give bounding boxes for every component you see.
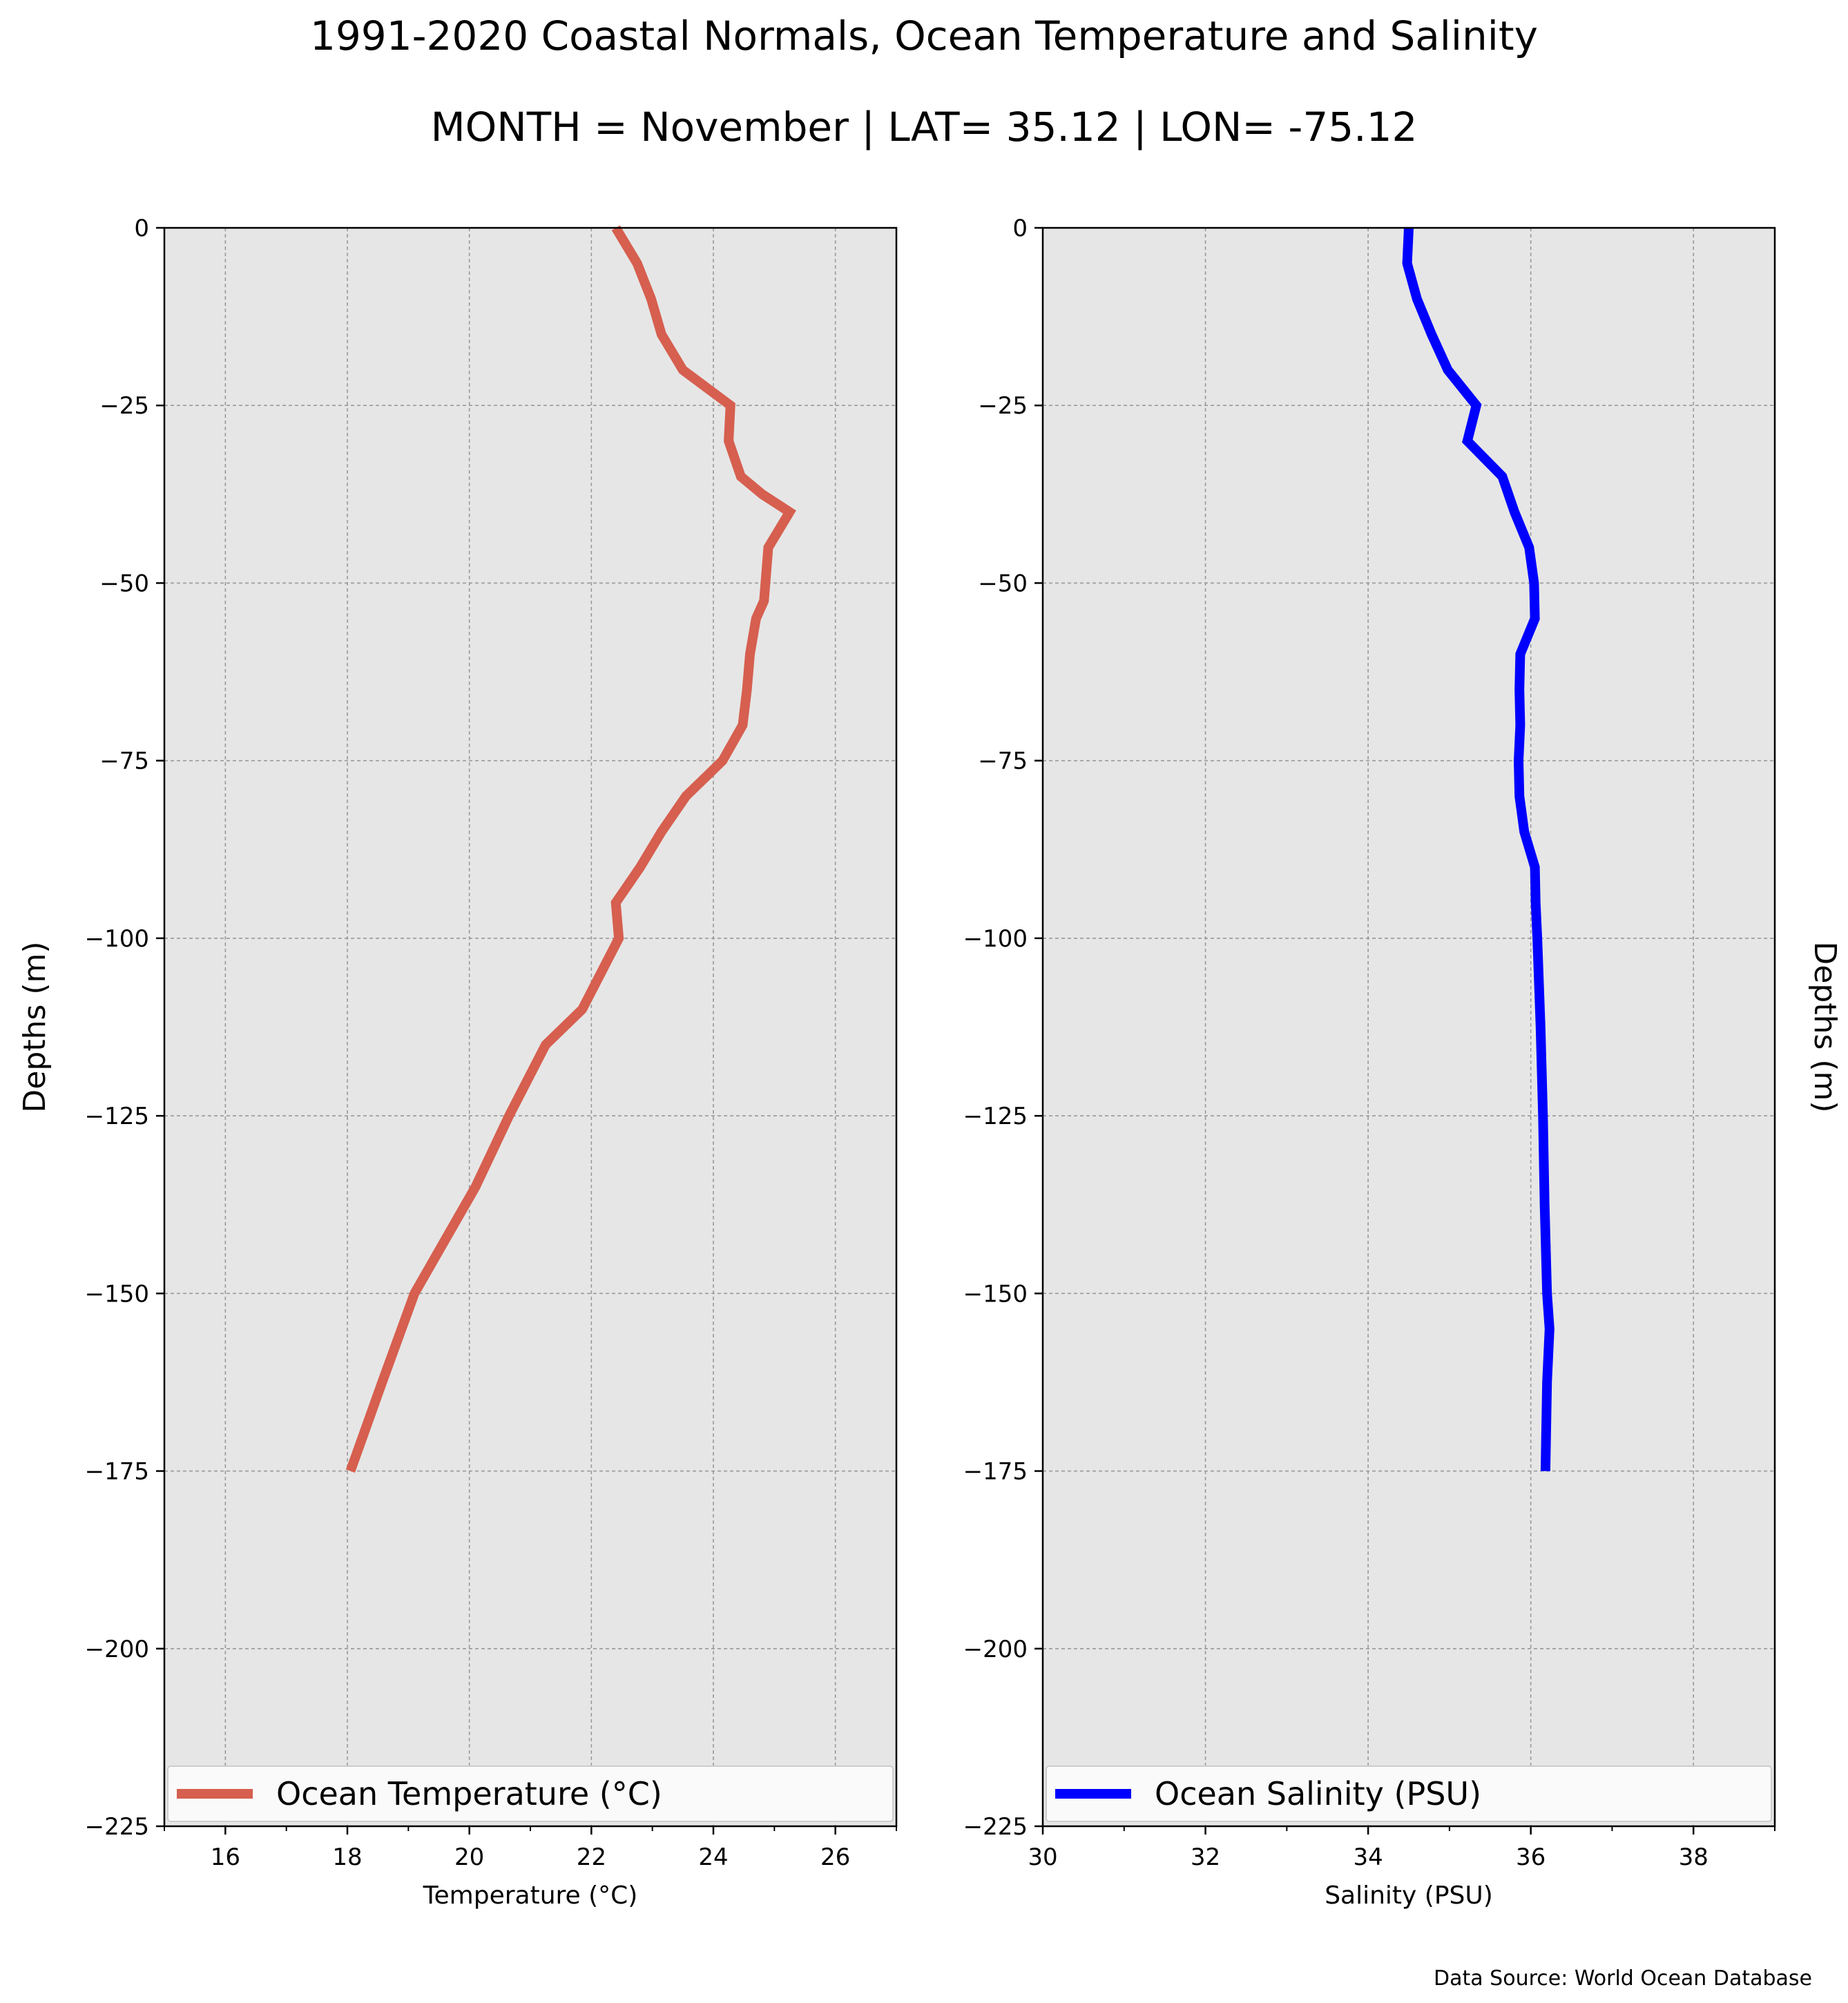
salinity-y-tick-label: −100 [963, 925, 1028, 953]
temperature-x-tick-label: 20 [454, 1844, 484, 1871]
chart-title: 1991-2020 Coastal Normals, Ocean Tempera… [310, 12, 1538, 59]
data-source-credit: Data Source: World Ocean Database [1434, 1966, 1812, 1991]
salinity-y-tick-label: −175 [963, 1458, 1028, 1486]
salinity-panel: Ocean Salinity (PSU) 0 −25 −50 −75 −100 −125 −1… [963, 215, 1842, 1910]
temperature-y-tick-label: −125 [85, 1103, 149, 1130]
temperature-y-axis-label: Depths (m) [17, 941, 52, 1112]
temperature-y-tick-label: −200 [85, 1636, 149, 1663]
salinity-y-tick-label: −125 [963, 1103, 1028, 1130]
salinity-y-tick-label: −75 [978, 748, 1028, 775]
temperature-x-tick-label: 26 [820, 1844, 850, 1871]
salinity-series-line [1402, 227, 1555, 1471]
temperature-y-tick-label: −150 [85, 1280, 149, 1308]
temperature-x-tick-label: 22 [577, 1844, 606, 1871]
salinity-x-tick-label: 34 [1353, 1844, 1383, 1871]
salinity-plot-background [1043, 228, 1775, 1826]
temperature-x-axis-label: Temperature (°C) [423, 1881, 638, 1910]
salinity-y-tick-label: −25 [978, 392, 1028, 420]
temperature-x-tick-label: 16 [211, 1844, 240, 1871]
temperature-y-tick-label: −175 [85, 1458, 149, 1486]
temperature-x-tick-label: 18 [332, 1844, 362, 1871]
temperature-y-tick-label: −50 [99, 570, 149, 597]
salinity-legend-box [1046, 1765, 1772, 1822]
salinity-axes-frame [1041, 226, 1776, 1828]
salinity-y-tick-label: −200 [963, 1636, 1028, 1663]
temperature-panel: Ocean Temperature (°C) 0 −25 −50 −75 −100 −125… [17, 215, 898, 1910]
salinity-y-tick-label: −150 [963, 1280, 1028, 1308]
temperature-plot-background [164, 228, 896, 1826]
salinity-x-tick-label: 36 [1516, 1844, 1546, 1871]
temperature-y-tick-label: −25 [99, 392, 149, 420]
chart-subtitle: MONTH = November | LAT= 35.12 | LON= -75… [430, 104, 1418, 151]
temperature-y-tick-label: 0 [134, 215, 149, 242]
salinity-x-tick-label: 38 [1679, 1844, 1709, 1871]
salinity-x-axis-label: Salinity (PSU) [1325, 1881, 1493, 1910]
temperature-y-tick-label: −225 [85, 1813, 149, 1841]
temperature-y-tick-label: −75 [99, 748, 149, 775]
temperature-y-tick-label: −100 [85, 925, 149, 953]
temperature-series-line [345, 225, 796, 1473]
salinity-y-tick-label: 0 [1012, 215, 1028, 242]
salinity-x-tick-label: 30 [1028, 1844, 1057, 1871]
salinity-x-tick-label: 32 [1191, 1844, 1220, 1871]
salinity-y-tick-label: −50 [978, 570, 1028, 597]
salinity-y-axis-label: Depths (m) [1807, 941, 1842, 1112]
temperature-legend-label: Ocean Temperature (°C) [276, 1775, 662, 1812]
salinity-legend-label: Ocean Salinity (PSU) [1155, 1775, 1481, 1812]
temperature-x-tick-label: 24 [698, 1844, 728, 1871]
temperature-legend-box [167, 1765, 894, 1822]
salinity-y-tick-label: −225 [963, 1813, 1028, 1841]
